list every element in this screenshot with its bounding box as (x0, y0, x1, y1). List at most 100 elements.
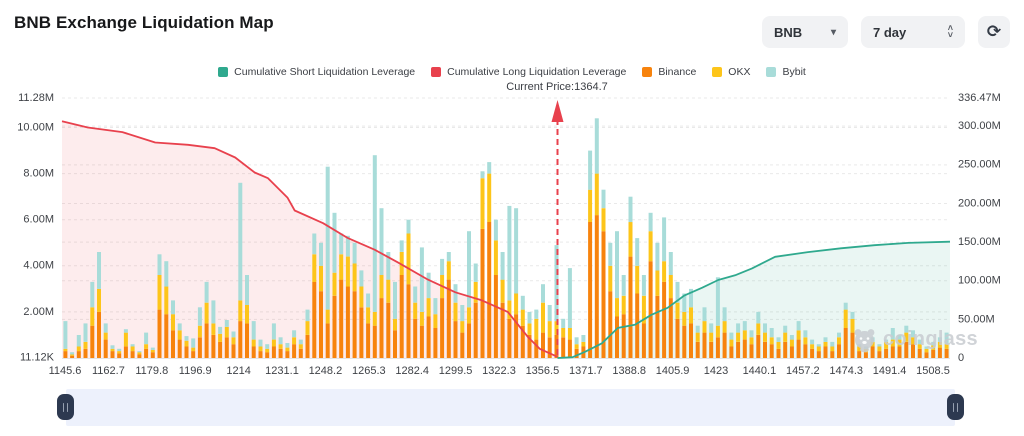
legend-item-bybit[interactable]: Bybit (766, 66, 806, 78)
bar-bybit (695, 325, 700, 333)
bar-bybit (157, 254, 162, 275)
x-axis-label: 1265.3 (352, 365, 386, 377)
bar-bybit (507, 205, 512, 301)
bar-okx (816, 346, 821, 352)
bar-bybit (332, 212, 337, 273)
bar-bybit (319, 242, 323, 266)
bar-bybit (312, 233, 317, 255)
bar-okx (467, 307, 471, 324)
bar-binance (924, 352, 929, 358)
bar-bybit (197, 307, 202, 326)
bar-binance (487, 222, 492, 358)
bar-bybit (218, 326, 223, 334)
bar-okx (379, 275, 384, 298)
bar-okx (117, 351, 122, 354)
bar-binance (682, 325, 687, 358)
bar-bybit (877, 344, 882, 347)
bar-bybit (97, 252, 101, 289)
bar-okx (332, 272, 337, 296)
x-axis-label: 1145.6 (49, 365, 82, 377)
bar-okx (446, 261, 451, 280)
bar-binance (567, 339, 572, 358)
bar-bybit (245, 275, 249, 305)
bar-okx (763, 332, 767, 342)
bar-bybit (574, 337, 579, 345)
bar-okx (218, 333, 223, 342)
bar-bybit (453, 284, 458, 303)
bar-bybit (177, 323, 182, 331)
bar-okx (339, 254, 344, 280)
legend-item-binance[interactable]: Binance (642, 66, 696, 78)
bar-okx (292, 337, 297, 345)
bar-binance (278, 348, 283, 358)
legend-swatch (766, 67, 777, 77)
bar-binance (352, 291, 357, 358)
bar-okx (615, 298, 619, 317)
bar-binance (628, 256, 633, 358)
bar-bybit (897, 335, 902, 340)
bar-okx (675, 302, 680, 319)
bar-bybit (924, 346, 929, 349)
bar-binance (339, 279, 344, 358)
bar-okx (487, 173, 492, 222)
bar-okx (857, 346, 862, 352)
symbol-select[interactable]: BNB ▾ (762, 16, 848, 48)
navigator-right-handle[interactable] (947, 394, 964, 420)
bar-okx (278, 344, 283, 349)
bar-binance (440, 298, 445, 358)
bar-okx (406, 233, 411, 285)
bar-okx (830, 346, 835, 352)
bar-bybit (339, 233, 344, 255)
navigator-left-handle[interactable] (57, 394, 74, 420)
bar-binance (144, 348, 149, 358)
bar-binance (904, 341, 909, 358)
bar-binance (574, 348, 579, 358)
bar-bybit (937, 337, 942, 342)
bar-bybit (803, 330, 808, 338)
bar-okx (904, 332, 909, 342)
bar-okx (581, 341, 586, 347)
x-axis-label: 1162.7 (92, 365, 125, 377)
bar-okx (756, 323, 761, 335)
bar-binance (561, 337, 566, 358)
bar-bybit (70, 352, 75, 355)
bar-bybit (635, 238, 640, 266)
bar-okx (567, 328, 572, 340)
bar-okx (729, 339, 734, 347)
navigator-band[interactable] (66, 389, 955, 426)
bar-binance (393, 330, 397, 358)
bar-binance (426, 316, 431, 358)
bar-okx (944, 344, 949, 349)
refresh-button[interactable]: ⟳ (978, 16, 1010, 48)
bar-bybit (271, 323, 276, 340)
x-axis-label: 1371.7 (569, 365, 603, 377)
legend-item-okx[interactable]: OKX (712, 66, 750, 78)
legend-item-long[interactable]: Cumulative Long Liquidation Leverage (431, 66, 626, 78)
bar-bybit (890, 328, 895, 340)
bar-okx (547, 321, 552, 338)
bar-binance (823, 346, 828, 358)
bar-binance (736, 341, 741, 358)
bar-bybit (366, 293, 371, 308)
legend-item-short[interactable]: Cumulative Short Liquidation Leverage (218, 66, 415, 78)
stepper-up-icon[interactable]: ˄ (947, 23, 953, 33)
y-axis-left-label: 6.00M (23, 214, 54, 226)
bar-okx (924, 348, 929, 353)
bar-binance (70, 355, 75, 358)
y-axis-left-label: 10.00M (17, 121, 54, 133)
bar-binance (97, 311, 101, 358)
bar-okx (715, 325, 720, 338)
bar-okx (413, 302, 418, 319)
period-select[interactable]: 7 day ˄ ˅ (861, 16, 965, 48)
bar-okx (884, 341, 889, 349)
pause-icon (952, 402, 955, 412)
watermark: coinglass (851, 326, 978, 353)
bar-bybit (63, 321, 68, 349)
bar-binance (776, 348, 781, 358)
bar-okx (110, 348, 115, 352)
bar-bybit (917, 339, 922, 345)
stepper-down-icon[interactable]: ˅ (947, 30, 953, 40)
bar-bybit (130, 344, 135, 347)
bar-okx (810, 344, 815, 349)
